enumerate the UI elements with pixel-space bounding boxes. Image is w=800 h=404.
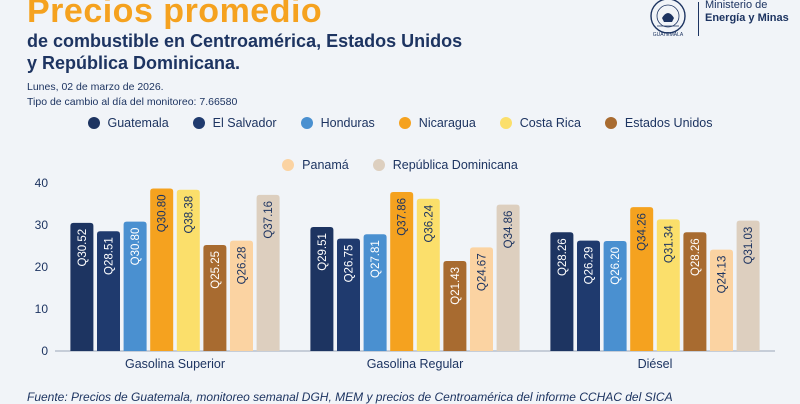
y-tick-label: 20	[35, 260, 49, 274]
data-label: Q38.38	[183, 196, 195, 234]
bar-estados-unidos-gasolina-regular	[443, 260, 467, 351]
data-label: Q26.20	[610, 247, 622, 285]
data-label: Q24.67	[477, 253, 489, 291]
bar-guatemala-gasolina-regular	[310, 227, 334, 351]
legend-label: Panamá	[302, 158, 349, 172]
bar-panama-diesel	[710, 249, 733, 351]
page-subtitle: de combustible en Centroamérica, Estados…	[27, 30, 462, 74]
legend-swatch	[192, 117, 205, 129]
legend-item-costa-rica: Costa Rica	[499, 116, 581, 130]
bar-el-salvador-gasolina-superior	[97, 231, 120, 351]
y-tick-label: 0	[41, 344, 48, 358]
data-label: Q37.86	[397, 198, 409, 236]
legend-label: El Salvador	[212, 116, 277, 130]
legend-label: Estados Unidos	[624, 116, 713, 130]
legend-swatch	[372, 159, 385, 171]
legend-label: Costa Rica	[519, 116, 581, 130]
bar-costa-rica-gasolina-regular	[416, 198, 440, 351]
legend-label: Nicaragua	[418, 116, 476, 130]
data-label: Q28.51	[104, 237, 116, 275]
legend-swatch	[282, 159, 295, 171]
data-label: Q36.24	[423, 204, 435, 242]
legend-item-estados-unidos: Estados Unidos	[604, 116, 713, 130]
legend-item-republica-dominicana: República Dominicana	[372, 158, 518, 172]
data-label: Q26.29	[584, 247, 596, 285]
legend-label: Honduras	[320, 116, 375, 130]
legend-label: Guatemala	[107, 116, 169, 130]
monitoring-date: Lunes, 02 de marzo de 2026.	[27, 81, 164, 93]
logo-divider	[698, 2, 699, 36]
y-tick-label: 10	[35, 302, 49, 316]
page-title: Precios promedio	[27, 0, 323, 30]
chart-legend: Guatemala El Salvador Honduras Nicaragua Cos…	[0, 116, 800, 172]
bar-nicaragua-diesel	[630, 207, 654, 351]
legend-item-guatemala: Guatemala	[87, 116, 169, 130]
bar-panama-gasolina-superior	[230, 240, 253, 351]
data-label: Q24.13	[717, 256, 729, 294]
data-label: Q29.51	[317, 233, 329, 271]
y-tick-label: 40	[35, 176, 49, 190]
data-label: Q28.26	[557, 238, 569, 276]
data-label: Q34.26	[637, 213, 649, 251]
data-label: Q30.80	[130, 228, 142, 266]
data-label: Q27.81	[370, 240, 382, 278]
guatemala-seal-icon: GUATEMALA	[650, 0, 686, 38]
source-note: Fuente: Precios de Guatemala, monitoreo …	[27, 390, 673, 404]
bar-costa-rica-gasolina-superior	[176, 189, 200, 351]
bar-honduras-gasolina-regular	[363, 234, 387, 351]
bar-costa-rica-diesel	[656, 219, 680, 351]
data-label: Q31.34	[663, 225, 675, 263]
bar-nicaragua-gasolina-superior	[150, 188, 174, 351]
x-category-label: Gasolina Regular	[367, 357, 464, 371]
subtitle-line-2: y República Dominicana.	[27, 53, 241, 73]
exchange-rate: Tipo de cambio al día del monitoreo: 7.6…	[27, 96, 238, 108]
data-label: Q31.03	[743, 227, 755, 265]
bar-el-salvador-diesel	[577, 240, 600, 351]
bar-republica-dominicana-diesel	[736, 220, 760, 351]
x-category-label: Gasolina Superior	[125, 357, 225, 371]
legend-swatch	[398, 117, 411, 129]
data-label: Q30.52	[77, 229, 89, 267]
legend-label: República Dominicana	[392, 158, 518, 172]
data-label: Q28.26	[690, 238, 702, 276]
data-label: Q30.80	[157, 194, 169, 232]
bar-honduras-diesel	[603, 240, 627, 351]
y-tick-label: 30	[35, 218, 49, 232]
data-label: Q25.25	[210, 251, 222, 289]
bar-guatemala-gasolina-superior	[70, 222, 94, 351]
subtitle-line-1: de combustible en Centroamérica, Estados…	[27, 31, 463, 51]
data-label: Q21.43	[450, 267, 462, 305]
legend-item-panama: Panamá	[282, 158, 349, 172]
bar-estados-unidos-gasolina-superior	[203, 244, 227, 351]
bar-nicaragua-gasolina-regular	[390, 191, 414, 351]
legend-swatch	[604, 117, 617, 129]
bar-el-salvador-gasolina-regular	[337, 238, 360, 351]
bar-estados-unidos-diesel	[683, 232, 707, 351]
legend-item-nicaragua: Nicaragua	[398, 116, 476, 130]
data-label: Q37.16	[263, 201, 275, 239]
bar-republica-dominicana-gasolina-superior	[256, 194, 280, 351]
data-label: Q26.28	[237, 247, 249, 285]
x-category-label: Diésel	[638, 357, 673, 371]
bar-republica-dominicana-gasolina-regular	[496, 204, 520, 351]
bar-guatemala-diesel	[550, 232, 574, 351]
legend-swatch	[300, 117, 313, 129]
legend-swatch	[87, 117, 100, 129]
seal-text: GUATEMALA	[653, 32, 684, 38]
bar-panama-gasolina-regular	[470, 247, 493, 351]
ministry-logo: GUATEMALA Ministerio de Energía y Minas	[643, 0, 800, 40]
legend-item-el-salvador: El Salvador	[192, 116, 277, 130]
ministry-name-line-2: Energía y Minas	[705, 12, 789, 24]
legend-swatch	[499, 117, 512, 129]
data-label: Q26.75	[344, 245, 356, 283]
ministry-name-line-1: Ministerio de	[705, 0, 768, 11]
bar-honduras-gasolina-superior	[123, 221, 147, 351]
legend-item-honduras: Honduras	[300, 116, 375, 130]
data-label: Q34.86	[503, 211, 515, 249]
